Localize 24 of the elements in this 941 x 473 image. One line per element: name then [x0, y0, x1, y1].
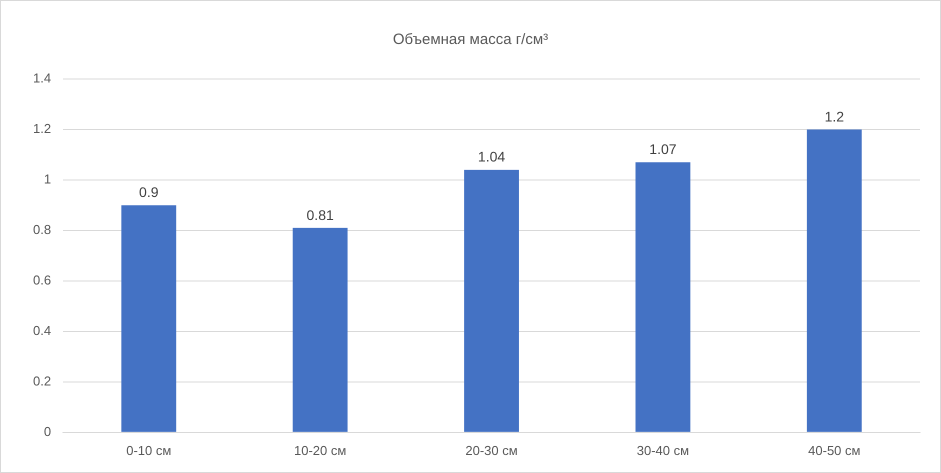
- chart-title: Объемная масса г/см³: [392, 31, 548, 48]
- bar: [806, 129, 862, 432]
- y-tick-label: 0.4: [32, 323, 52, 338]
- y-tick-label: 0: [44, 424, 52, 439]
- y-tick-label: 1: [44, 172, 52, 187]
- x-tick-label: 30-40 см: [636, 442, 690, 458]
- data-label: 1.04: [478, 148, 506, 165]
- bar: [121, 205, 176, 432]
- y-tick-label: 0.6: [32, 272, 52, 288]
- bar: [292, 228, 348, 432]
- data-label: 1.2: [824, 108, 844, 124]
- bar: [636, 162, 690, 432]
- data-label: 0.81: [306, 206, 334, 223]
- y-tick-label: 1.2: [32, 121, 52, 136]
- y-tick-label: 1.4: [32, 70, 52, 86]
- data-label: 0.9: [139, 184, 159, 200]
- bar: [464, 170, 519, 432]
- data-label: 1.07: [649, 141, 677, 158]
- x-tick-label: 10-20 см: [294, 442, 346, 458]
- x-tick-label: 20-30 см: [465, 442, 518, 458]
- y-tick-label: 0.8: [32, 222, 52, 238]
- x-tick-label: 0-10 см: [126, 442, 172, 458]
- x-tick-label: 40-50 см: [808, 442, 861, 458]
- y-tick-label: 0.2: [32, 373, 52, 388]
